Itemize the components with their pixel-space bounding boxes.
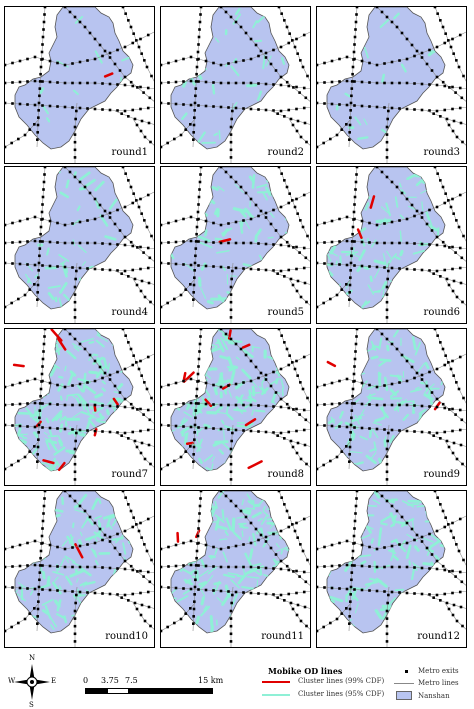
legend-metro-line [394, 683, 414, 684]
panel-label: round5 [268, 307, 304, 318]
scale-tick-2: 7.5 [125, 676, 138, 685]
map-canvas [161, 7, 311, 164]
legend-exit-dot [405, 670, 408, 673]
map-panel-round4: round4 [4, 166, 155, 324]
panel-label: round9 [424, 469, 460, 480]
panel-label: round11 [261, 631, 304, 642]
legend-title: Mobike OD lines [268, 666, 342, 676]
legend-red-label: Cluster lines (99% CDF) [298, 677, 384, 685]
legend-red-swatch [262, 681, 290, 683]
map-panel-round1: round1 [4, 6, 155, 164]
map-canvas [5, 7, 155, 164]
scale-tick-3: 15 km [198, 676, 223, 685]
north-arrow-icon: N S W E [10, 660, 54, 704]
compass-e: E [51, 677, 56, 685]
map-panel-round2: round2 [160, 6, 311, 164]
panel-label: round3 [424, 147, 460, 158]
map-canvas [5, 491, 155, 648]
panel-label: round12 [417, 631, 460, 642]
map-panel-round3: round3 [316, 6, 467, 164]
map-panel-round8: round8 [160, 328, 311, 486]
panel-label: round2 [268, 147, 304, 158]
map-panel-round10: round10 [4, 490, 155, 648]
map-panel-round11: round11 [160, 490, 311, 648]
map-canvas [5, 167, 155, 324]
map-canvas [161, 329, 311, 486]
scale-tick-1: 3.75 [101, 676, 119, 685]
map-panel-round6: round6 [316, 166, 467, 324]
legend-nanshan-swatch [396, 691, 412, 700]
map-canvas [5, 329, 155, 486]
legend-cyan-swatch [262, 694, 290, 696]
red-od-lines [178, 531, 199, 542]
map-canvas [317, 7, 467, 164]
legend-cyan-label: Cluster lines (95% CDF) [298, 690, 384, 698]
map-legend: N S W E 0 3.75 7.5 15 km Mobike OD lines… [0, 650, 474, 708]
legend-metro-label: Metro lines [418, 679, 459, 687]
panel-label: round8 [268, 469, 304, 480]
panel-label: round10 [105, 631, 148, 642]
map-canvas [161, 491, 311, 648]
panel-label: round1 [112, 147, 148, 158]
scale-bar [85, 688, 213, 694]
map-canvas [317, 167, 467, 324]
legend-exits-label: Metro exits [418, 667, 459, 675]
map-panel-round5: round5 [160, 166, 311, 324]
map-canvas [317, 329, 467, 486]
scale-tick-0: 0 [83, 676, 88, 685]
compass-n: N [29, 654, 35, 662]
map-canvas [317, 491, 467, 648]
legend-nanshan-label: Nanshan [418, 692, 450, 700]
panel-label: round7 [112, 469, 148, 480]
panel-label: round6 [424, 307, 460, 318]
map-panel-round12: round12 [316, 490, 467, 648]
map-panel-round9: round9 [316, 328, 467, 486]
map-canvas [161, 167, 311, 324]
panel-label: round4 [112, 307, 148, 318]
map-panel-round7: round7 [4, 328, 155, 486]
compass-w: W [8, 677, 15, 685]
